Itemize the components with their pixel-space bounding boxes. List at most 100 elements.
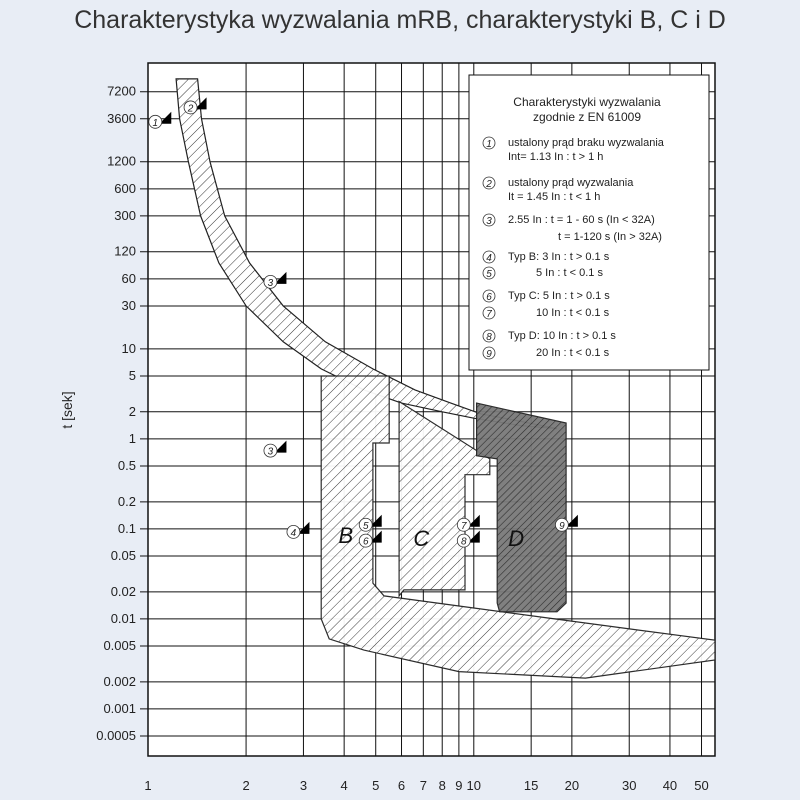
legend-marker-8 <box>482 329 496 343</box>
y-tick-label: 600 <box>114 181 136 196</box>
chart-title: Charakterystyka wyzwalania mRB, charakte… <box>74 6 726 34</box>
y-axis-label: t [sek] <box>59 391 75 428</box>
curve-label-D: D <box>508 526 524 551</box>
y-tick-label: 0.01 <box>111 611 136 626</box>
marker-number-1: 1 <box>153 118 159 129</box>
legend-item-text: 10 In : t < 0.1 s <box>536 307 610 319</box>
series-region-D <box>476 402 567 613</box>
marker-circle-8 <box>456 533 471 548</box>
x-tick-label: 30 <box>622 778 636 793</box>
legend-item-text: Typ B: 3 In : t > 0.1 s <box>508 251 610 263</box>
legend-marker-4 <box>482 250 496 264</box>
x-tick-label: 9 <box>455 778 462 793</box>
y-tick-label: 0.2 <box>118 494 136 509</box>
legend-item-text: Typ C: 5 In : t > 0.1 s <box>508 290 610 302</box>
marker-circle-4 <box>286 525 301 539</box>
legend-marker-3 <box>482 213 496 227</box>
marker-circle-1 <box>148 114 163 129</box>
marker-number-5: 5 <box>363 521 369 532</box>
legend-marker-number: 7 <box>486 309 492 320</box>
legend-marker-number: 6 <box>486 292 492 303</box>
legend-item-text: Typ D: 10 In : t > 0.1 s <box>508 330 616 342</box>
x-tick-label: 6 <box>398 778 405 793</box>
series-region-C <box>398 400 491 598</box>
marker-circle-7 <box>456 517 471 532</box>
curve-label-B: B <box>339 523 354 548</box>
x-tick-label: 50 <box>694 778 708 793</box>
y-tick-label: 300 <box>114 208 136 223</box>
legend-item-text: It = 1.45 In : t < 1 h <box>508 191 600 203</box>
marker-circle-6 <box>358 533 373 548</box>
curve-label-C: C <box>413 526 429 551</box>
y-tick-label: 0.1 <box>118 521 136 536</box>
y-tick-label: 60 <box>122 271 136 286</box>
marker-flag-3 <box>274 271 287 284</box>
marker-flag-2 <box>194 97 207 110</box>
marker-flag-8 <box>467 530 480 543</box>
marker-circle-2 <box>183 100 198 115</box>
marker-flag-7 <box>467 514 480 527</box>
legend-marker-number: 5 <box>486 269 492 280</box>
marker-circle-3 <box>263 443 278 458</box>
legend-item-text: 20 In : t < 0.1 s <box>536 347 610 359</box>
y-tick-label: 0.001 <box>103 701 136 716</box>
legend-marker-2 <box>482 176 496 190</box>
marker-flag-6 <box>369 530 382 543</box>
y-tick-label: 3600 <box>107 111 136 126</box>
x-tick-label: 5 <box>372 778 379 793</box>
x-tick-label: 4 <box>341 778 348 793</box>
y-tick-label: 7200 <box>107 84 136 99</box>
legend-marker-6 <box>482 289 496 303</box>
x-tick-label: 10 <box>467 778 481 793</box>
series-region-B <box>320 375 716 679</box>
legend-marker-number: 4 <box>486 253 492 264</box>
x-tick-labels: 1 2 3 4 5 6 7 8 9 10 15 20 30 40 50 <box>144 778 708 793</box>
marker-number-9: 9 <box>559 521 565 532</box>
x-tick-label: 8 <box>439 778 446 793</box>
marker-circle-5 <box>358 517 373 532</box>
marker-number-3: 3 <box>268 447 274 458</box>
marker-flag-5 <box>369 514 382 527</box>
legend-item-text: Int= 1.13 In : t > 1 h <box>508 151 603 163</box>
legend-marker-number: 1 <box>486 139 492 150</box>
legend-marker-number: 2 <box>485 179 492 190</box>
y-tick-label: 0.002 <box>103 674 136 689</box>
x-tick-label: 20 <box>565 778 579 793</box>
legend-marker-9 <box>482 346 496 360</box>
marker-flag-9 <box>565 514 578 527</box>
legend-marker-number: 9 <box>486 349 492 360</box>
y-tick-label: 1 <box>129 431 136 446</box>
legend-marker-5 <box>482 266 496 280</box>
y-tick-label: 30 <box>122 298 136 313</box>
legend-marker-number: 8 <box>486 332 492 343</box>
legend-marker-1 <box>482 136 496 150</box>
x-tick-label: 7 <box>420 778 427 793</box>
y-tick-label: 0.02 <box>111 584 136 599</box>
legend-item-text: ustalony prąd wyzwalania <box>508 177 634 189</box>
y-tick-label: 2 <box>129 404 136 419</box>
marker-circle-9 <box>554 517 569 532</box>
legend-marker-7 <box>482 306 496 320</box>
marker-number-4: 4 <box>291 528 297 539</box>
legend-subtitle: zgodnie z EN 61009 <box>533 110 641 124</box>
marker-circle-3 <box>263 274 278 289</box>
marker-flag-4 <box>297 521 310 534</box>
y-tick-label: 1200 <box>107 154 136 169</box>
y-tick-label: 0.0005 <box>96 728 136 743</box>
legend-marker-number: 3 <box>486 216 492 227</box>
marker-number-2: 2 <box>187 103 194 114</box>
x-tick-label: 40 <box>663 778 677 793</box>
curve-bands: B C D <box>175 78 716 679</box>
markers: 1 2 3 3 4 5 6 7 8 9 <box>148 97 578 548</box>
legend-item-text: t = 1-120 s (In > 32A) <box>558 231 662 243</box>
legend-title: Charakterystyki wyzwalania <box>513 95 661 109</box>
y-tick-label: 120 <box>114 244 136 259</box>
marker-number-8: 8 <box>461 537 467 548</box>
marker-number-7: 7 <box>461 521 467 532</box>
marker-flag-1 <box>159 111 172 124</box>
marker-number-3: 3 <box>268 278 274 289</box>
x-tick-label: 1 <box>144 778 151 793</box>
y-tick-label: 0.005 <box>103 638 136 653</box>
y-tick-label: 10 <box>122 341 136 356</box>
